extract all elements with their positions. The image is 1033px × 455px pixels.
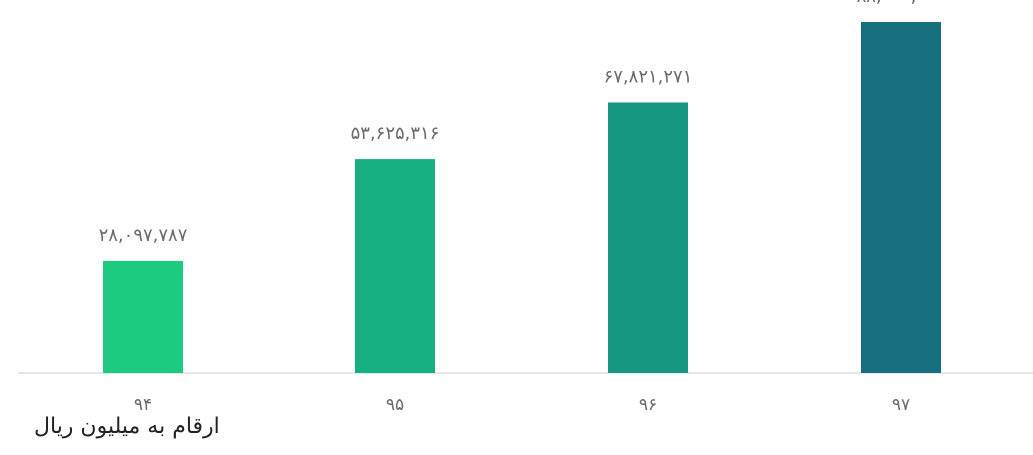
tick-labels-group: ۹۴ ۹۵ ۹۶ ۹۷ [134, 395, 910, 415]
bar-2 [355, 159, 435, 373]
value-label-4: ۸۸,۰۰۰,۰۰۰ [857, 0, 946, 7]
value-labels-group: ۲۸,۰۹۷,۷۸۷ ۵۳,۶۲۵,۳۱۶ ۶۷,۸۲۱,۲۷۱ ۸۸,۰۰۰,۰۰۰ [99, 0, 946, 246]
bars-group [103, 22, 941, 374]
x-tick-label-2: ۹۵ [386, 395, 404, 415]
bar-1 [103, 260, 183, 373]
bar-3 [608, 102, 688, 374]
value-label-2: ۵۳,۶۲۵,۳۱۶ [351, 123, 440, 144]
value-label-3: ۶۷,۸۲۱,۲۷۱ [604, 66, 693, 87]
bar-4 [861, 22, 941, 373]
x-tick-label-4: ۹۷ [892, 395, 910, 415]
value-label-1: ۲۸,۰۹۷,۷۸۷ [99, 225, 188, 246]
x-tick-label-3: ۹۶ [639, 395, 657, 415]
units-note: ارقام به میلیون ریال [34, 414, 220, 439]
x-tick-label-1: ۹۴ [134, 395, 152, 415]
